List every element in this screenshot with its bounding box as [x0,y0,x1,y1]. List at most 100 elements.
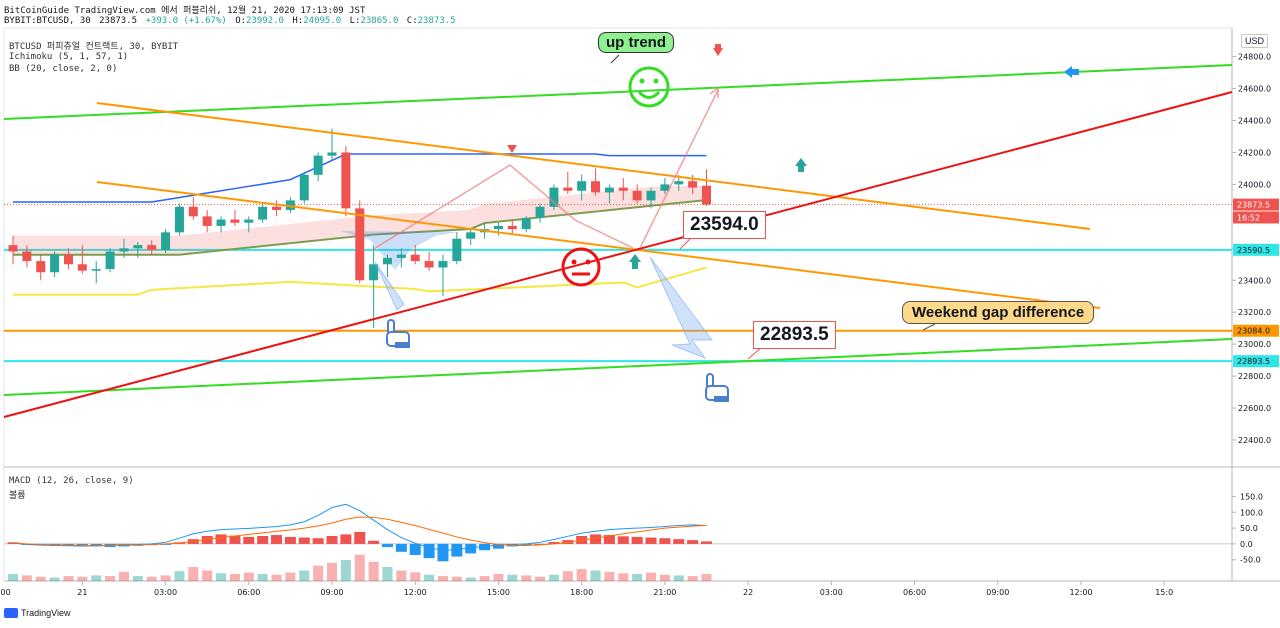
volume-bar [285,572,296,581]
time-tick-label: 12:00 [1069,588,1092,597]
candle-body [674,181,684,185]
red-trendline [3,91,1233,418]
macd-histogram-bar [229,535,241,544]
time-tick-label: 22 [743,588,753,597]
legend-bb[interactable]: BB (20, close, 2, 0) [9,64,118,74]
candle-body [327,152,337,156]
legend-symbol[interactable]: BTCUSD 퍼피츄얼 컨트랙트, 30, BYBIT [9,42,179,52]
candle-body [258,206,268,220]
projection-down-small [374,261,405,311]
neutral-face-eye [585,259,591,265]
volume-bar [188,567,199,581]
macd-tick-label: 150.0 [1240,492,1263,501]
orange-channel-lower [96,181,1101,309]
hand-cuff-icon [395,342,410,348]
volume-bar [618,573,629,581]
volume-bar [687,576,698,581]
currency-button[interactable]: USD [1241,34,1269,48]
red-down-arrow-icon [713,48,723,56]
red-down-arrow-stem [715,44,721,49]
low-value: 23865.0 [360,16,399,26]
brand-label: TradingView [21,608,71,618]
price-badge [1233,355,1279,368]
price-b-label: 22893.5 [760,324,829,345]
macd-histogram-bar [548,542,560,544]
candle-body [688,181,698,188]
volume-bar [673,575,684,581]
volume-bar [465,577,476,581]
volume-bar [562,571,573,581]
candle-body [369,264,379,281]
macd-histogram-bar [326,535,338,544]
macd-histogram-bar [673,539,685,544]
macd-histogram-bar [479,543,491,551]
candle-body [161,232,171,250]
price-badge-label: 23873.5 [1237,201,1270,210]
ohlc-line: BYBIT:BTCUSD, 30 23873.5 +393.0 (+1.67%)… [4,16,459,26]
volume-bar [548,574,559,581]
macd-histogram-bar [215,534,227,544]
candle-body [632,190,642,201]
macd-histogram-bar [271,535,283,544]
volume-bar [451,576,462,581]
legend-volume[interactable]: 볼륨 [9,491,26,501]
macd-histogram-bar [368,540,380,544]
macd-histogram-bar [354,531,366,544]
macd-histogram-bar [284,536,296,544]
time-tick-label: 03:00 [154,588,177,597]
candle-body [535,206,545,218]
up-trend-callout-tail [610,54,620,64]
high-value: 24095.0 [303,16,342,26]
bb-lower-band [13,266,707,296]
time-tick-label: 06:00 [237,588,260,597]
tradingview-brand[interactable]: TradingView [4,608,71,618]
volume-bar [91,575,102,581]
candle-body [119,248,129,252]
candle-body [702,185,711,205]
time-tick-label: 03:00 [820,588,843,597]
price-tick-label: 24600.0 [1238,85,1271,94]
macd-histogram-bar [451,543,463,557]
candle-body [604,187,614,193]
blue-left-arrow-stem [1072,69,1079,75]
price-badge [1233,324,1279,337]
volume-bar [701,574,712,581]
green-trendline-lower [3,338,1233,396]
volume-bar [437,576,448,581]
legend-macd[interactable]: MACD (12, 26, close, 9) [9,476,134,486]
price-badge [1233,211,1279,224]
time-tick-label: 21:00 [653,588,676,597]
macd-histogram-bar [312,538,324,544]
ichimoku-cloud-blue [340,231,460,270]
time-tick-label: 15:00 [487,588,510,597]
tradingview-logo-icon [4,608,18,618]
volume-bar [368,561,379,581]
candle-body [36,261,46,273]
macd-histogram-bar [423,543,435,559]
volume-bar [49,577,60,581]
publish-line: BitCoinGuide TradingView.com 에서 퍼블리쉬, 12… [4,6,366,16]
candle-body [382,257,392,265]
candle-body [355,208,365,281]
neutral-face-icon [561,247,601,287]
teal-up-arrow-icon [795,158,807,166]
volume-bar [410,572,421,581]
macd-tick-label: 100.0 [1240,508,1263,517]
bb-upper-band [13,153,707,203]
macd-histogram-bar [590,534,602,544]
candle-body [133,245,143,249]
price-tick-label: 23000.0 [1238,340,1271,349]
volume-bar [382,567,393,581]
volume-bar [243,572,254,581]
price-badge [1233,198,1279,211]
candle-body [549,187,559,207]
volume-bar [118,571,129,581]
volume-bar [313,565,324,581]
volume-bar [202,570,213,581]
symbol-label: BYBIT:BTCUSD, 30 [4,16,91,26]
volume-bar [8,574,18,581]
macd-histogram-bar [603,535,615,544]
price-tick-label: 24000.0 [1238,180,1271,189]
legend-ichimoku[interactable]: Ichimoku (5, 1, 57, 1) [9,52,129,62]
volume-bar [160,575,171,581]
